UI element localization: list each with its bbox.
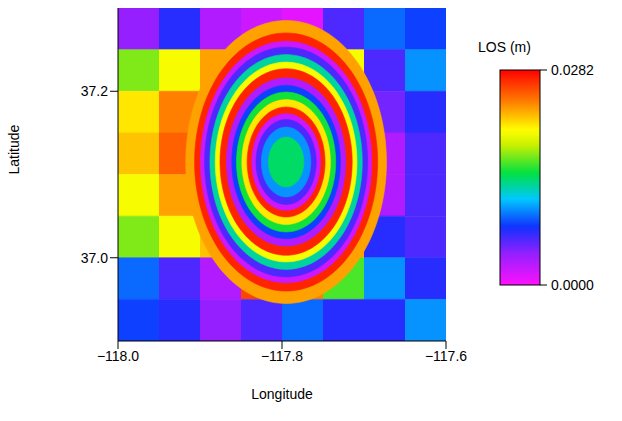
svg-text:Longitude: Longitude — [251, 386, 313, 402]
svg-text:−117.6: −117.6 — [425, 348, 467, 364]
svg-text:37.0: 37.0 — [81, 250, 108, 266]
svg-text:Latitude: Latitude — [6, 124, 22, 174]
svg-text:37.2: 37.2 — [81, 83, 108, 99]
svg-text:LOS (m): LOS (m) — [478, 39, 531, 55]
svg-text:−118.0: −118.0 — [97, 348, 139, 364]
svg-text:0.0282: 0.0282 — [551, 62, 594, 78]
svg-text:0.0000: 0.0000 — [551, 277, 594, 293]
svg-text:−117.8: −117.8 — [261, 348, 303, 364]
